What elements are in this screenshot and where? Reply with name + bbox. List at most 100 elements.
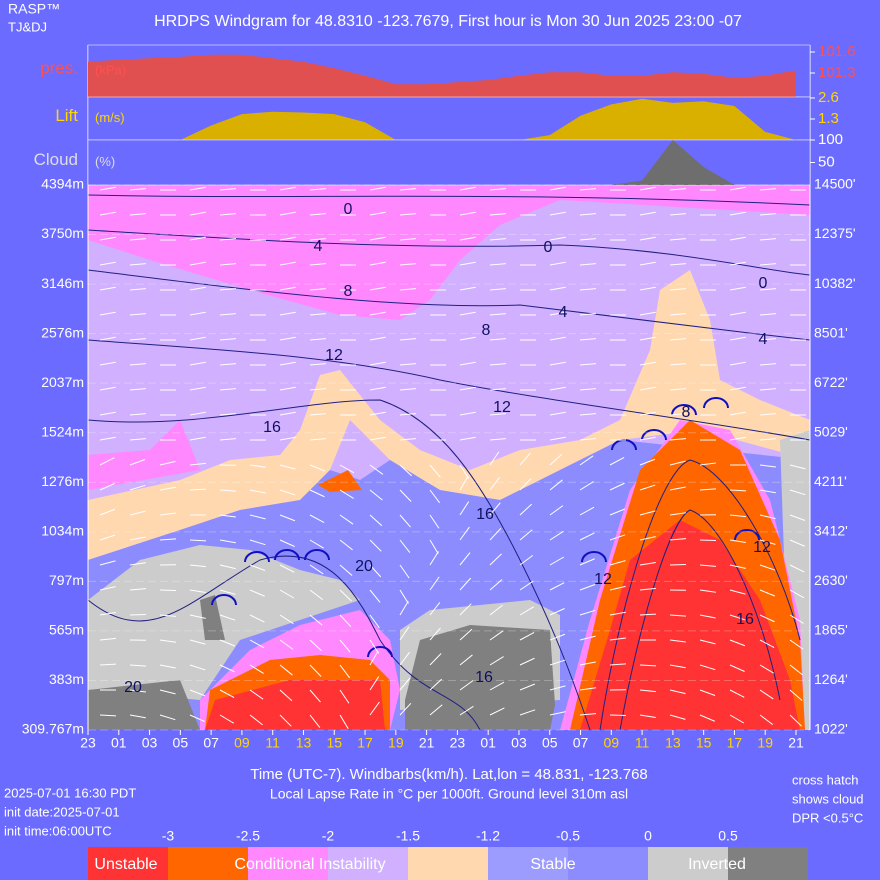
legend-tick: -1.5 bbox=[396, 828, 420, 844]
level-ft: 14500' bbox=[814, 176, 856, 192]
barb bbox=[759, 238, 776, 241]
barb bbox=[219, 263, 236, 266]
barb bbox=[489, 213, 506, 216]
panel-unit: (kPa) bbox=[95, 62, 126, 77]
barb bbox=[639, 386, 656, 391]
barb bbox=[789, 689, 803, 701]
barb bbox=[339, 564, 353, 576]
arc bbox=[641, 429, 667, 441]
barb bbox=[639, 536, 656, 541]
barb bbox=[669, 714, 686, 720]
barb bbox=[579, 413, 596, 416]
barb bbox=[759, 288, 776, 291]
barb bbox=[309, 288, 326, 291]
barb bbox=[129, 263, 146, 266]
barb bbox=[549, 556, 565, 566]
barb bbox=[159, 614, 176, 617]
y-tick-label: 101.3 bbox=[818, 64, 856, 81]
barb bbox=[639, 286, 656, 291]
barb bbox=[579, 481, 594, 491]
barb bbox=[189, 336, 206, 341]
barb bbox=[369, 539, 382, 552]
barb bbox=[189, 488, 207, 491]
barb bbox=[189, 639, 206, 645]
barb bbox=[159, 589, 177, 592]
barb bbox=[399, 363, 416, 366]
barb bbox=[219, 539, 236, 544]
barb bbox=[489, 553, 502, 566]
barb bbox=[429, 627, 441, 641]
barb bbox=[99, 560, 116, 566]
x-tick-label: 19 bbox=[388, 735, 404, 751]
lift-area bbox=[88, 98, 796, 140]
barb bbox=[279, 639, 294, 650]
barb bbox=[759, 664, 774, 674]
barb bbox=[459, 475, 469, 491]
barb bbox=[369, 589, 381, 603]
barb bbox=[99, 411, 116, 416]
contour-label: 4 bbox=[314, 238, 323, 255]
contour-line bbox=[87, 269, 811, 341]
barb bbox=[99, 336, 116, 341]
contour-label: 0 bbox=[344, 201, 353, 218]
barb bbox=[279, 489, 296, 496]
barb bbox=[459, 654, 473, 666]
barb bbox=[729, 261, 746, 266]
barb bbox=[549, 336, 566, 341]
barb bbox=[339, 539, 353, 551]
barb bbox=[369, 411, 386, 416]
barb bbox=[399, 677, 411, 691]
barb bbox=[759, 489, 776, 494]
barb bbox=[759, 464, 776, 468]
legend-swatch bbox=[168, 847, 248, 880]
barb bbox=[129, 613, 147, 616]
barb bbox=[579, 609, 596, 616]
barb bbox=[579, 438, 596, 441]
barb bbox=[279, 286, 296, 291]
barb bbox=[789, 714, 802, 727]
barb bbox=[729, 286, 746, 291]
barb bbox=[189, 462, 206, 466]
x-tick-label: 21 bbox=[788, 735, 804, 751]
barb bbox=[189, 261, 206, 266]
barb bbox=[249, 589, 265, 597]
level-m: 2037m bbox=[41, 374, 84, 390]
zone bbox=[88, 270, 810, 560]
barb bbox=[369, 564, 382, 578]
barb bbox=[729, 236, 746, 241]
barb bbox=[639, 361, 656, 366]
barb bbox=[519, 632, 535, 641]
barb bbox=[759, 338, 776, 341]
x-tick-label: 07 bbox=[203, 735, 219, 751]
barb bbox=[489, 388, 506, 391]
contour-line bbox=[599, 459, 801, 731]
barb bbox=[489, 263, 506, 266]
barb bbox=[549, 608, 565, 616]
barb bbox=[669, 213, 686, 216]
barb bbox=[549, 436, 566, 441]
x-tick-label: 03 bbox=[142, 735, 158, 751]
barb bbox=[129, 363, 146, 366]
level-ft: 5029' bbox=[814, 423, 848, 439]
barb bbox=[189, 311, 206, 316]
barb bbox=[279, 236, 296, 241]
barb bbox=[669, 538, 686, 541]
barb bbox=[369, 286, 386, 291]
panel-name: pres. bbox=[40, 58, 78, 77]
footer-right: shows cloud bbox=[792, 791, 864, 806]
contour-line bbox=[87, 194, 811, 206]
barb bbox=[429, 514, 440, 529]
arc bbox=[367, 646, 393, 658]
barb bbox=[369, 464, 384, 475]
barb bbox=[129, 664, 146, 667]
barb bbox=[699, 564, 716, 567]
barb bbox=[369, 211, 386, 216]
arc bbox=[274, 549, 300, 561]
contour-label: 0 bbox=[544, 239, 553, 256]
barb bbox=[99, 483, 115, 491]
barb bbox=[369, 236, 386, 241]
barb bbox=[669, 460, 686, 466]
barb bbox=[729, 664, 745, 672]
contour-label: 16 bbox=[263, 419, 281, 436]
barb bbox=[129, 714, 146, 719]
